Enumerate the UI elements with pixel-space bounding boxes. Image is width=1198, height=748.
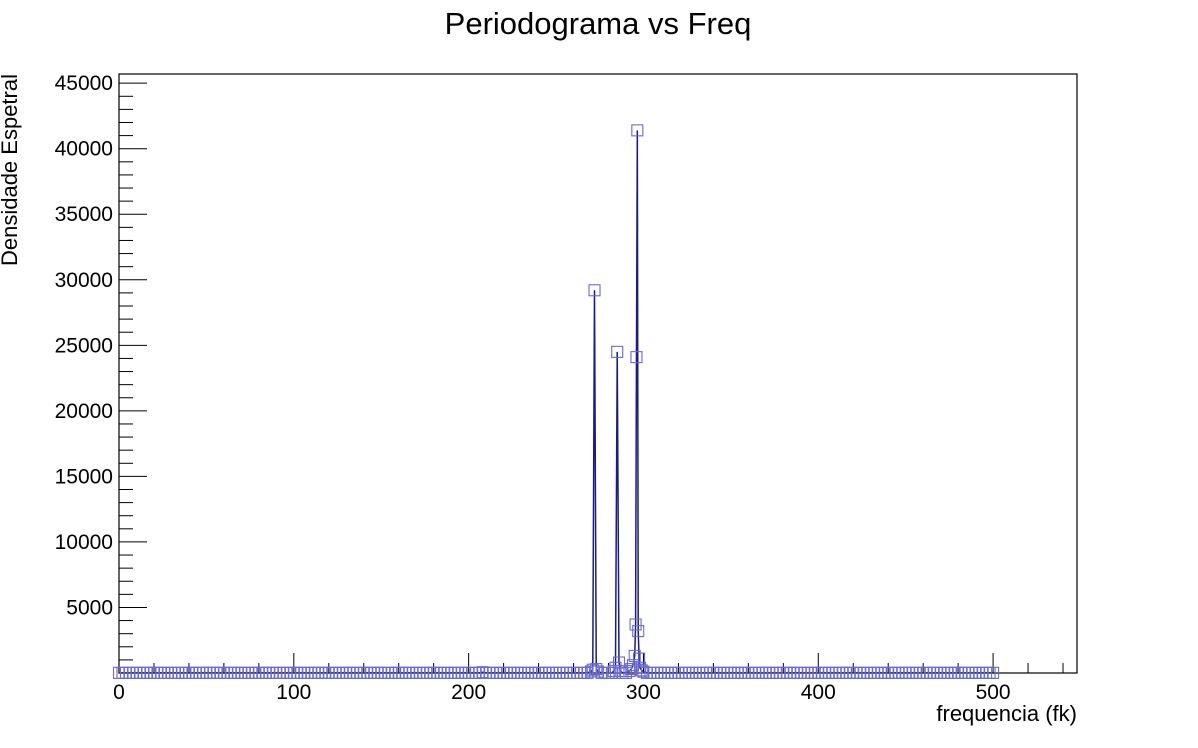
x-axis-ticks <box>118 653 1064 673</box>
data-point-marker <box>629 618 642 631</box>
series-layer <box>112 124 1000 679</box>
y-tick-label: 5000 <box>66 596 113 619</box>
y-tick-label: 45000 <box>55 72 113 95</box>
data-point-marker <box>628 649 641 663</box>
y-tick-label: 40000 <box>55 138 113 161</box>
chart-title: Periodograma vs Freq <box>445 6 752 41</box>
y-axis-tick-labels: 5000 10000 15000 20000 25000 30000 35000 40000 4… <box>55 72 113 619</box>
series-line <box>119 130 994 674</box>
x-tick-label: 500 <box>976 681 1011 704</box>
plot-frame <box>118 73 1078 674</box>
data-point-marker <box>588 284 601 297</box>
y-tick-label: 25000 <box>55 334 113 357</box>
data-point-marker <box>611 345 624 358</box>
x-tick-label: 200 <box>451 681 486 704</box>
y-axis-ticks <box>119 82 147 661</box>
y-tick-label: 20000 <box>55 400 113 423</box>
data-point-marker <box>632 625 645 638</box>
series-markers <box>112 124 1000 679</box>
x-axis-label: frequencia (fk) <box>936 701 1077 726</box>
data-point-marker <box>630 351 643 364</box>
y-tick-label: 15000 <box>55 465 113 488</box>
x-tick-label: 100 <box>276 681 311 704</box>
x-tick-label: 400 <box>801 681 836 704</box>
x-tick-label: 300 <box>626 681 661 704</box>
y-tick-label: 10000 <box>55 531 113 554</box>
y-axis-label: Densidade Espetral <box>0 74 22 266</box>
x-axis-tick-labels: 0 100 200 300 400 500 <box>113 681 1010 704</box>
data-point-marker <box>987 666 1000 679</box>
data-point-marker <box>612 656 626 669</box>
data-point-marker <box>631 124 644 137</box>
data-point-marker <box>633 652 646 665</box>
y-tick-label: 35000 <box>55 203 113 226</box>
x-tick-label: 0 <box>113 681 125 704</box>
y-tick-label: 30000 <box>55 269 113 292</box>
